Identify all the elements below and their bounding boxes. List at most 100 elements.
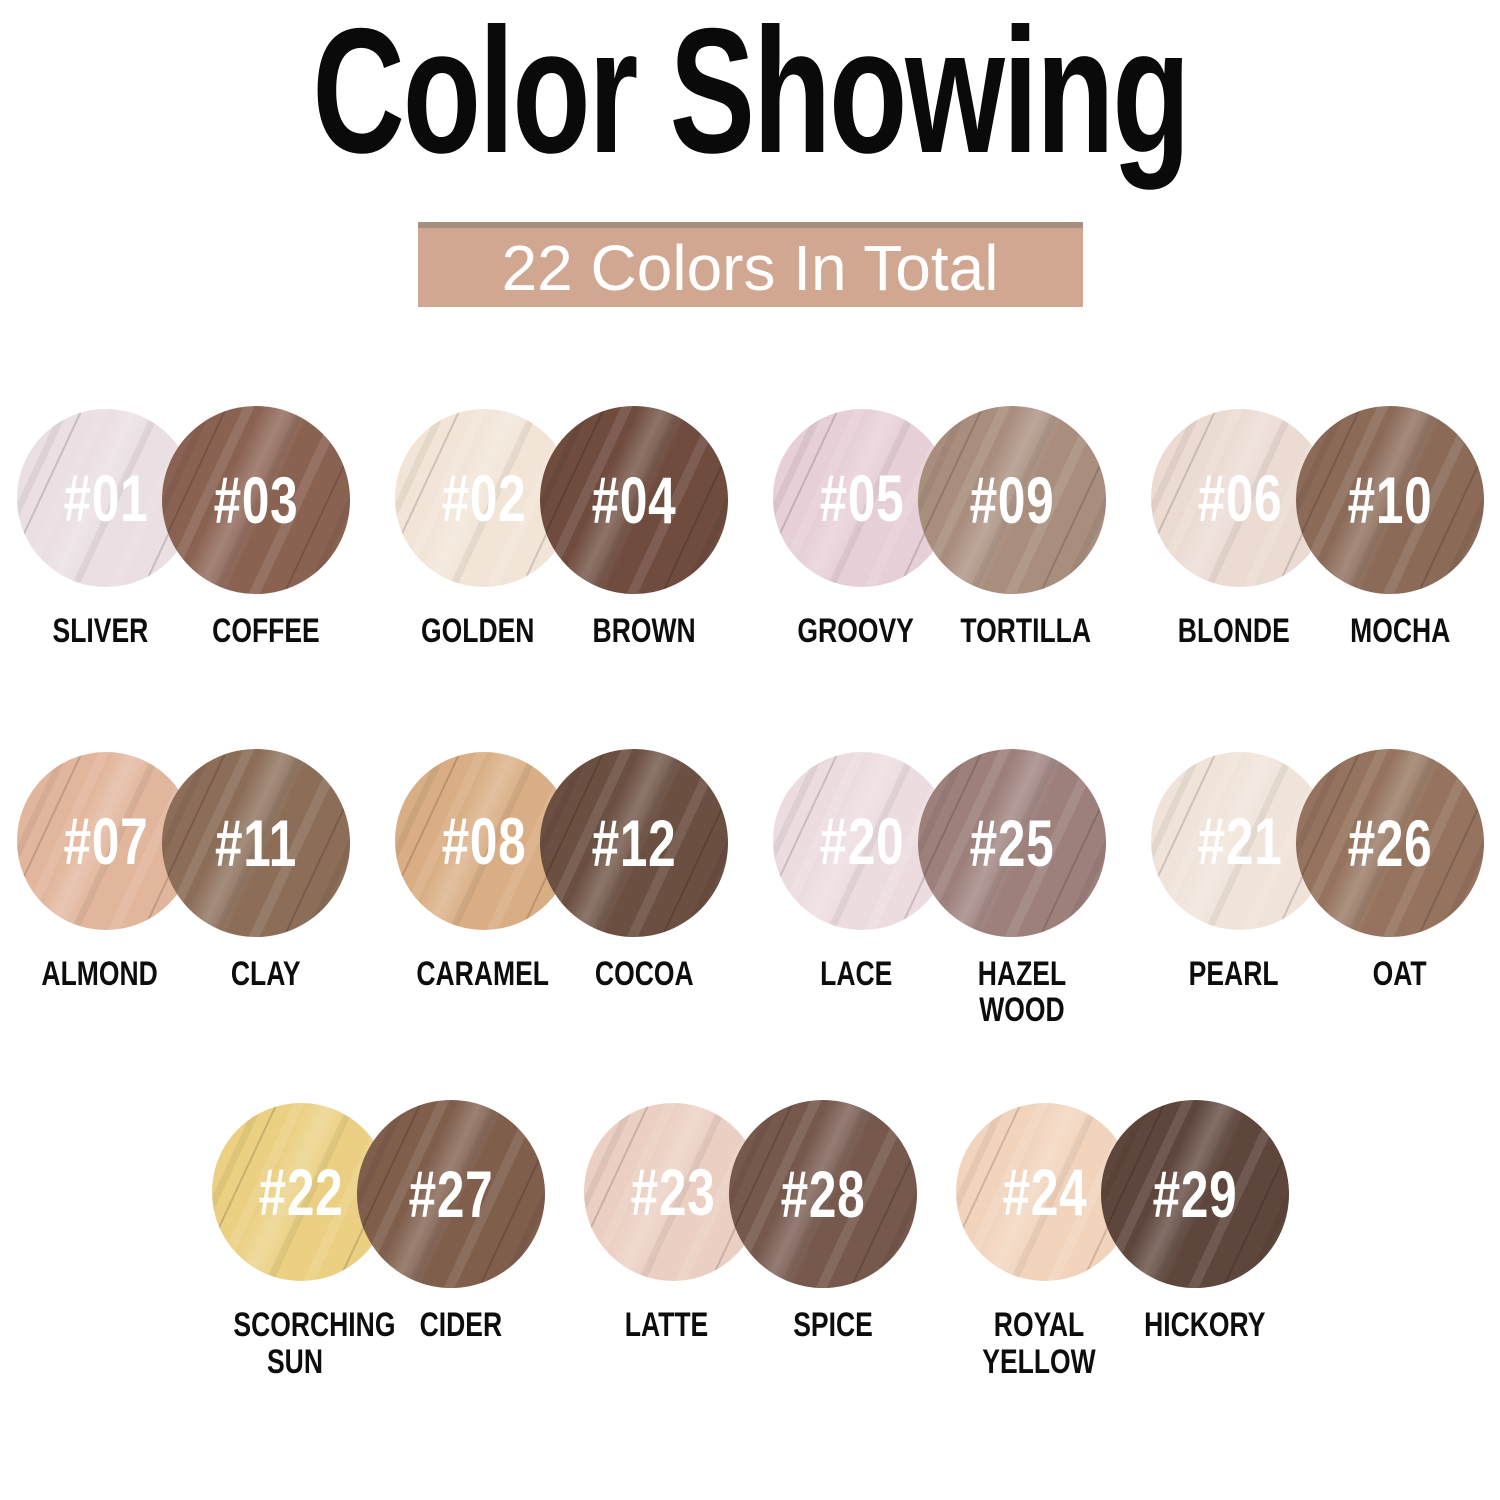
swatch-number: #10 xyxy=(1347,463,1433,537)
swatch-circle-group: #06 #10 xyxy=(1151,399,1484,605)
swatch-name: BROWN xyxy=(592,612,696,650)
swatch-name-row: GROOVY TORTILLA xyxy=(773,613,1105,650)
swatch-rows: #01 #03 SLIVER COFFEE #02 #04 GOLDEN BRO… xyxy=(0,399,1500,1381)
swatch-circle-group: #02 #04 xyxy=(395,399,728,605)
swatch-circle-26: #26 xyxy=(1296,748,1484,937)
swatch-circle-group: #21 #26 xyxy=(1151,742,1484,948)
swatch-number: #20 xyxy=(819,803,905,878)
swatch-circle-group: #05 #09 xyxy=(773,399,1106,605)
swatch-name-row: SLIVER COFFEE xyxy=(17,613,349,650)
page-title: Color Showing xyxy=(0,0,1500,180)
swatch-number: #27 xyxy=(408,1157,494,1232)
swatch-number: #01 xyxy=(63,461,149,535)
swatch-circle-25: #25 xyxy=(918,748,1106,937)
swatch-number: #04 xyxy=(591,463,677,537)
swatch-circle-09: #09 xyxy=(918,406,1106,594)
swatch-name-row: LATTE SPICE xyxy=(584,1307,916,1344)
swatch-pair: #01 #03 SLIVER COFFEE xyxy=(17,399,350,650)
swatch-number: #07 xyxy=(63,803,149,878)
swatch-circle-group: #08 #12 xyxy=(395,742,728,948)
swatch-circle-group: #23 #28 xyxy=(584,1093,917,1299)
swatch-name: CARAMEL xyxy=(416,954,549,993)
swatch-name: LACE xyxy=(819,954,893,993)
swatch-circle-04: #04 xyxy=(540,406,728,594)
swatch-name: GROOVY xyxy=(797,612,915,650)
swatch-name: SPICE xyxy=(793,1306,873,1345)
color-showing-page: Color Showing 22 Colors In Total #01 #03… xyxy=(0,0,1500,1381)
swatch-pair: #20 #25 LACE HAZEL WOOD xyxy=(773,742,1106,1030)
swatch-name: BLONDE xyxy=(1178,612,1290,650)
swatch-row-3: #22 #27 SCORCHING SUN CIDER #23 #28 LATT… xyxy=(0,1093,1500,1380)
swatch-number: #22 xyxy=(258,1155,344,1230)
swatch-name-row: BLONDE MOCHA xyxy=(1151,613,1483,650)
swatch-pair: #21 #26 PEARL OAT xyxy=(1151,742,1484,1029)
swatch-number: #12 xyxy=(591,805,677,880)
page-title-text: Color Showing xyxy=(311,0,1190,190)
swatch-name: ALMOND xyxy=(41,954,159,993)
swatch-pair: #22 #27 SCORCHING SUN CIDER xyxy=(212,1093,545,1381)
swatch-name: COFFEE xyxy=(212,612,320,650)
swatch-name: MOCHA xyxy=(1349,612,1451,650)
swatch-name-row: LACE HAZEL WOOD xyxy=(773,954,1105,1030)
swatch-name: CIDER xyxy=(419,1306,503,1345)
swatch-pair: #23 #28 LATTE SPICE xyxy=(584,1093,917,1380)
swatch-name-row: ALMOND CLAY xyxy=(17,954,349,993)
banner: 22 Colors In Total xyxy=(417,222,1083,307)
swatch-number: #03 xyxy=(213,463,299,537)
swatch-number: #29 xyxy=(1152,1157,1238,1232)
swatch-name-row: GOLDEN BROWN xyxy=(395,613,727,650)
swatch-circle-group: #24 #29 xyxy=(956,1093,1289,1299)
swatch-pair: #06 #10 BLONDE MOCHA xyxy=(1151,399,1484,650)
swatch-circle-03: #03 xyxy=(162,406,350,594)
swatch-circle-group: #22 #27 xyxy=(212,1093,545,1299)
swatch-name: SLIVER xyxy=(52,612,148,650)
swatch-circle-10: #10 xyxy=(1296,406,1484,594)
swatch-number: #28 xyxy=(780,1157,866,1232)
swatch-circle-group: #07 #11 xyxy=(17,742,350,948)
swatch-name: PEARL xyxy=(1189,954,1279,993)
swatch-name-row: PEARL OAT xyxy=(1151,954,1483,993)
swatch-number: #25 xyxy=(969,805,1055,880)
swatch-number: #06 xyxy=(1197,461,1283,535)
swatch-pair: #08 #12 CARAMEL COCOA xyxy=(395,742,728,1029)
swatch-circle-02: #02 xyxy=(395,409,573,587)
swatch-row-2: #07 #11 ALMOND CLAY #08 #12 CARAMEL COCO… xyxy=(0,742,1500,1029)
banner-text: 22 Colors In Total xyxy=(501,231,999,304)
swatch-name: COCOA xyxy=(594,954,694,993)
swatch-name-row: CARAMEL COCOA xyxy=(395,954,727,993)
swatch-circle-group: #01 #03 xyxy=(17,399,350,605)
swatch-pair: #07 #11 ALMOND CLAY xyxy=(17,742,350,1029)
swatch-number: #02 xyxy=(441,461,527,535)
swatch-pair: #24 #29 ROYAL YELLOW HICKORY xyxy=(956,1093,1289,1381)
swatch-circle-27: #27 xyxy=(357,1100,545,1289)
swatch-number: #11 xyxy=(214,805,298,880)
swatch-circle-group: #20 #25 xyxy=(773,742,1106,948)
swatch-circle-29: #29 xyxy=(1101,1100,1289,1289)
swatch-number: #09 xyxy=(969,463,1055,537)
swatch-row-1: #01 #03 SLIVER COFFEE #02 #04 GOLDEN BRO… xyxy=(0,399,1500,650)
swatch-circle-07: #07 xyxy=(17,751,195,930)
swatch-pair: #05 #09 GROOVY TORTILLA xyxy=(773,399,1106,650)
swatch-name: HAZEL WOOD xyxy=(977,954,1067,1030)
swatch-circle-28: #28 xyxy=(729,1100,917,1289)
swatch-number: #24 xyxy=(1002,1155,1088,1230)
swatch-name: CLAY xyxy=(231,954,301,993)
swatch-circle-12: #12 xyxy=(540,748,728,937)
swatch-circle-05: #05 xyxy=(773,409,951,587)
swatch-name: TORTILLA xyxy=(960,612,1092,650)
swatch-pair: #02 #04 GOLDEN BROWN xyxy=(395,399,728,650)
swatch-number: #26 xyxy=(1347,805,1433,880)
swatch-name: LATTE xyxy=(625,1306,709,1345)
swatch-circle-11: #11 xyxy=(162,748,350,937)
swatch-name: OAT xyxy=(1372,954,1428,993)
swatch-name: HICKORY xyxy=(1144,1306,1266,1345)
swatch-name-row: ROYAL YELLOW HICKORY xyxy=(956,1306,1288,1381)
swatch-number: #23 xyxy=(630,1155,716,1230)
swatch-number: #05 xyxy=(819,461,905,535)
swatch-name: SCORCHING SUN xyxy=(233,1306,396,1381)
swatch-number: #21 xyxy=(1197,803,1283,878)
swatch-name: ROYAL YELLOW xyxy=(982,1306,1096,1381)
swatch-number: #08 xyxy=(441,803,527,878)
swatch-name-row: SCORCHING SUN CIDER xyxy=(212,1306,544,1381)
swatch-name: GOLDEN xyxy=(421,612,535,650)
